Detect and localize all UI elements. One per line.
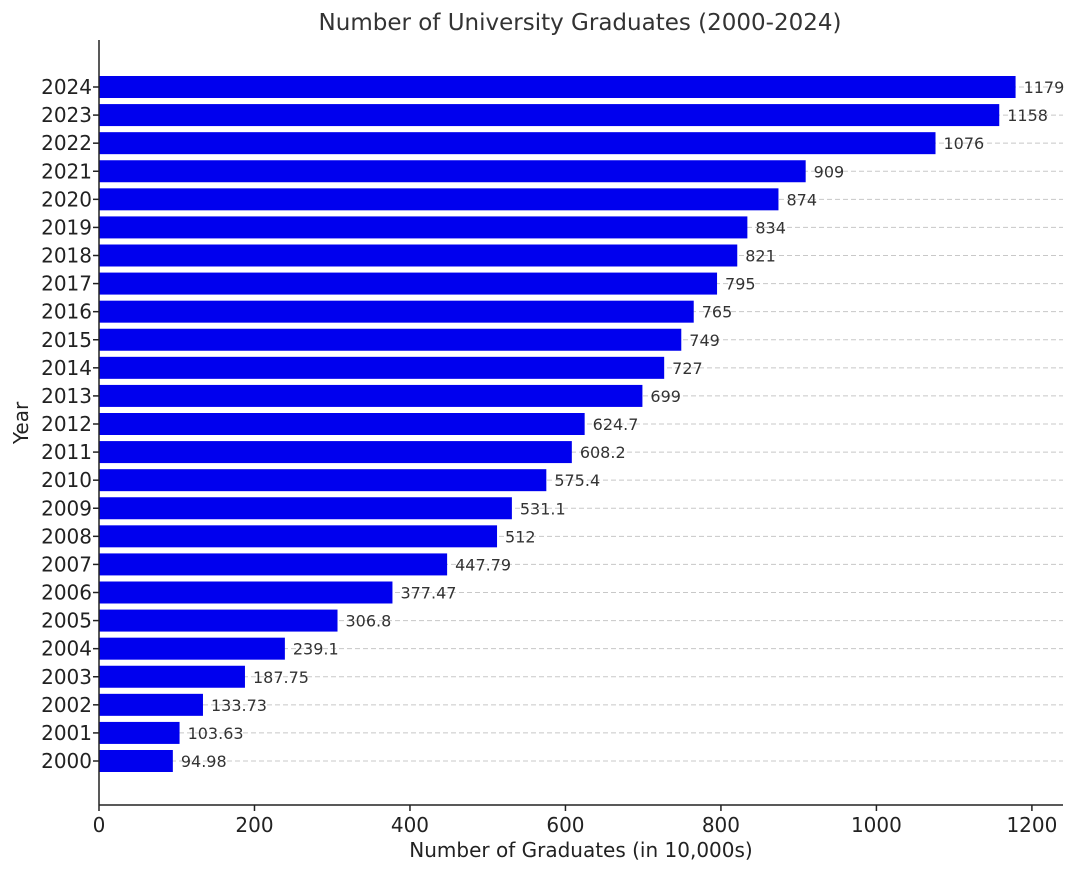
bar-2003 [99, 665, 245, 688]
value-label-2013: 699 [650, 387, 681, 406]
bar-2017 [99, 272, 718, 295]
value-label-2008: 512 [505, 527, 536, 546]
bar-2011 [99, 441, 572, 464]
bar-2010 [99, 469, 547, 492]
value-label-2016: 765 [702, 303, 733, 322]
bar-2000 [99, 750, 173, 772]
value-label-2023: 1158 [1007, 106, 1048, 125]
y-tick-label-2008: 2008 [41, 524, 92, 548]
bar-2018 [99, 244, 738, 267]
value-label-2002: 133.73 [211, 696, 267, 715]
bar-2023 [99, 104, 1000, 127]
y-tick-label-2005: 2005 [41, 609, 92, 633]
bar-2004 [99, 637, 285, 660]
bar-2015 [99, 328, 682, 351]
y-tick-label-2014: 2014 [41, 356, 92, 380]
bar-2012 [99, 413, 585, 435]
bar-2013 [99, 384, 643, 407]
y-tick-label-2016: 2016 [41, 300, 92, 324]
bar-2008 [99, 525, 498, 548]
value-label-2004: 239.1 [293, 640, 339, 659]
value-label-2007: 447.79 [455, 555, 511, 574]
value-label-2006: 377.47 [400, 584, 456, 603]
bar-2006 [99, 581, 393, 604]
y-tick-label-2013: 2013 [41, 384, 92, 408]
chart-title: Number of University Graduates (2000-202… [319, 10, 842, 36]
y-tick-label-2003: 2003 [41, 665, 92, 689]
y-tick-label-2021: 2021 [41, 159, 92, 183]
bar-2019 [99, 216, 748, 239]
y-tick-label-2012: 2012 [41, 412, 92, 436]
x-tick-label-400: 400 [391, 813, 429, 837]
y-tick-label-2007: 2007 [41, 552, 92, 576]
value-label-2017: 795 [725, 275, 756, 294]
bar-2020 [99, 188, 779, 211]
bar-2016 [99, 300, 694, 323]
value-label-2012: 624.7 [593, 415, 639, 434]
y-tick-label-2017: 2017 [41, 272, 92, 296]
x-tick-label-600: 600 [546, 813, 584, 837]
value-label-2003: 187.75 [253, 668, 309, 687]
y-tick-label-2004: 2004 [41, 637, 92, 661]
x-tick-label-1000: 1000 [851, 813, 902, 837]
y-tick-label-2015: 2015 [41, 328, 92, 352]
data-labels: 94.98 103.63 133.73 187.75 239.1 306.8 377.47 4… [181, 78, 1064, 771]
bar-2007 [99, 553, 448, 576]
y-tick-label-2002: 2002 [41, 693, 92, 717]
value-label-2020: 874 [786, 190, 817, 209]
bars [99, 76, 1016, 772]
x-tick-label-0: 0 [93, 813, 106, 837]
y-axis-label: Year [9, 401, 33, 445]
y-tick-label-2023: 2023 [41, 103, 92, 127]
y-tick-label-2024: 2024 [41, 75, 92, 99]
bar-2022 [99, 132, 936, 155]
y-tick-label-2019: 2019 [41, 215, 92, 239]
y-tick-label-2001: 2001 [41, 721, 92, 745]
value-label-2011: 608.2 [580, 443, 626, 462]
x-tick-label-800: 800 [702, 813, 740, 837]
x-axis-label: Number of Graduates (in 10,000s) [409, 838, 752, 862]
bar-2009 [99, 497, 512, 520]
bar-2021 [99, 160, 806, 183]
value-label-2018: 821 [745, 247, 776, 266]
value-label-2001: 103.63 [188, 724, 244, 743]
bar-2024 [99, 76, 1016, 98]
bar-2014 [99, 356, 665, 379]
x-axis-ticks: 0 200 400 600 800 1000 1200 [93, 805, 1057, 837]
value-label-2005: 306.8 [346, 612, 392, 631]
y-tick-label-2006: 2006 [41, 581, 92, 605]
value-label-2019: 834 [755, 218, 786, 237]
value-label-2022: 1076 [944, 134, 985, 153]
y-tick-label-2018: 2018 [41, 244, 92, 268]
y-axis-ticks: 2000 2001 2002 2003 2004 2005 2006 2007 2008 2009… [41, 75, 99, 773]
value-label-2000: 94.98 [181, 752, 227, 771]
x-tick-label-1200: 1200 [1006, 813, 1057, 837]
value-label-2024: 1179 [1024, 78, 1065, 97]
value-label-2009: 531.1 [520, 499, 566, 518]
y-tick-label-2022: 2022 [41, 131, 92, 155]
y-tick-label-2011: 2011 [41, 440, 92, 464]
bar-2005 [99, 609, 338, 632]
y-tick-label-2010: 2010 [41, 468, 92, 492]
bar-2001 [99, 721, 180, 744]
value-label-2021: 909 [814, 162, 845, 181]
y-tick-label-2000: 2000 [41, 749, 92, 773]
value-label-2014: 727 [672, 359, 703, 378]
bar-2002 [99, 693, 203, 716]
x-tick-label-200: 200 [235, 813, 273, 837]
y-tick-label-2020: 2020 [41, 187, 92, 211]
value-label-2010: 575.4 [554, 471, 600, 490]
value-label-2015: 749 [689, 331, 720, 350]
y-tick-label-2009: 2009 [41, 496, 92, 520]
